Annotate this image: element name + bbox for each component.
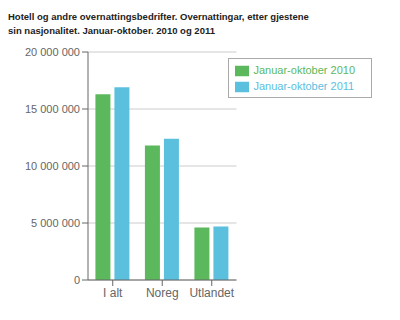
svg-text:Utlandet: Utlandet <box>189 286 234 300</box>
html-text:Januar-oktober 2011: Januar-oktober 2011 <box>253 80 355 93</box>
svg-text:15 000 000: 15 000 000 <box>25 103 80 115</box>
svg-text:I alt: I alt <box>103 286 123 300</box>
svg-text:20 000 000: 20 000 000 <box>25 46 80 58</box>
svg-text:10 000 000: 10 000 000 <box>25 160 80 172</box>
html-text:sin nasjonalitet. Januar-oktob: sin nasjonalitet. Januar-oktober. 2010 o… <box>8 25 215 36</box>
svg-text:5 000 000: 5 000 000 <box>31 217 80 229</box>
html-text:Hotell og andre overnattingsbe: Hotell og andre overnattingsbedrifter. O… <box>8 11 309 22</box>
html-text:Januar-oktober 2010: Januar-oktober 2010 <box>253 64 355 76</box>
svg-text:0: 0 <box>74 274 80 286</box>
svg-text:Noreg: Noreg <box>146 286 179 300</box>
